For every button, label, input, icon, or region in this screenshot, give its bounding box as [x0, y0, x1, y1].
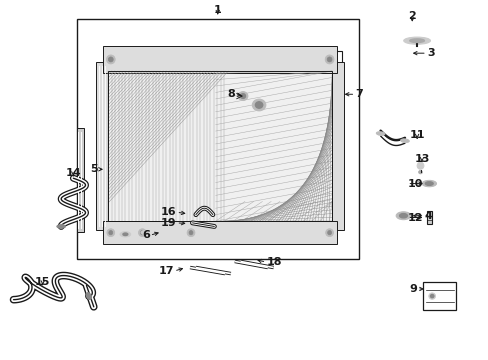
- Ellipse shape: [187, 229, 195, 237]
- Ellipse shape: [376, 132, 384, 135]
- Ellipse shape: [255, 102, 262, 108]
- Ellipse shape: [141, 230, 148, 235]
- Ellipse shape: [395, 212, 410, 220]
- Ellipse shape: [108, 57, 113, 62]
- Ellipse shape: [238, 91, 247, 100]
- Text: 6: 6: [142, 230, 149, 240]
- Bar: [108, 71, 331, 221]
- Text: 14: 14: [65, 168, 81, 178]
- Ellipse shape: [57, 225, 65, 228]
- Ellipse shape: [327, 230, 331, 235]
- Bar: [96, 62, 108, 230]
- Bar: [427, 211, 431, 224]
- Ellipse shape: [399, 213, 407, 218]
- Ellipse shape: [326, 57, 331, 62]
- Ellipse shape: [252, 99, 265, 111]
- Ellipse shape: [418, 170, 422, 174]
- Text: 3: 3: [426, 48, 433, 58]
- Ellipse shape: [409, 39, 424, 42]
- Ellipse shape: [425, 182, 432, 185]
- Text: 17: 17: [158, 266, 174, 276]
- Bar: [215, 51, 341, 130]
- Ellipse shape: [109, 230, 113, 235]
- Text: 8: 8: [226, 89, 234, 99]
- Ellipse shape: [106, 55, 115, 64]
- Bar: [103, 221, 336, 244]
- Ellipse shape: [400, 139, 408, 143]
- Ellipse shape: [240, 94, 245, 98]
- Bar: [423, 282, 456, 310]
- Text: 18: 18: [266, 257, 281, 267]
- Bar: [77, 19, 358, 258]
- Ellipse shape: [421, 180, 436, 187]
- Text: 15: 15: [35, 277, 50, 287]
- Ellipse shape: [107, 229, 115, 237]
- Bar: [103, 46, 336, 73]
- Text: 2: 2: [407, 11, 415, 21]
- Ellipse shape: [138, 229, 146, 237]
- Ellipse shape: [189, 230, 193, 235]
- Ellipse shape: [120, 231, 130, 237]
- Ellipse shape: [140, 230, 144, 235]
- Ellipse shape: [122, 233, 127, 235]
- Text: 19: 19: [161, 218, 176, 228]
- Text: 11: 11: [408, 130, 424, 140]
- Text: 5: 5: [90, 164, 98, 174]
- Text: 16: 16: [161, 207, 176, 217]
- Ellipse shape: [325, 55, 333, 64]
- Text: 13: 13: [413, 154, 429, 163]
- Text: 7: 7: [355, 89, 363, 99]
- Text: 9: 9: [408, 284, 416, 294]
- Ellipse shape: [428, 293, 435, 299]
- Ellipse shape: [416, 162, 423, 169]
- Ellipse shape: [86, 293, 91, 300]
- Text: 12: 12: [407, 212, 422, 222]
- Text: 4: 4: [424, 211, 431, 221]
- Bar: [108, 71, 331, 221]
- Ellipse shape: [325, 229, 333, 237]
- Text: 1: 1: [213, 5, 221, 15]
- Text: 10: 10: [407, 179, 422, 189]
- Bar: [77, 128, 84, 232]
- Ellipse shape: [429, 294, 433, 298]
- Ellipse shape: [403, 37, 429, 44]
- Bar: [331, 62, 344, 230]
